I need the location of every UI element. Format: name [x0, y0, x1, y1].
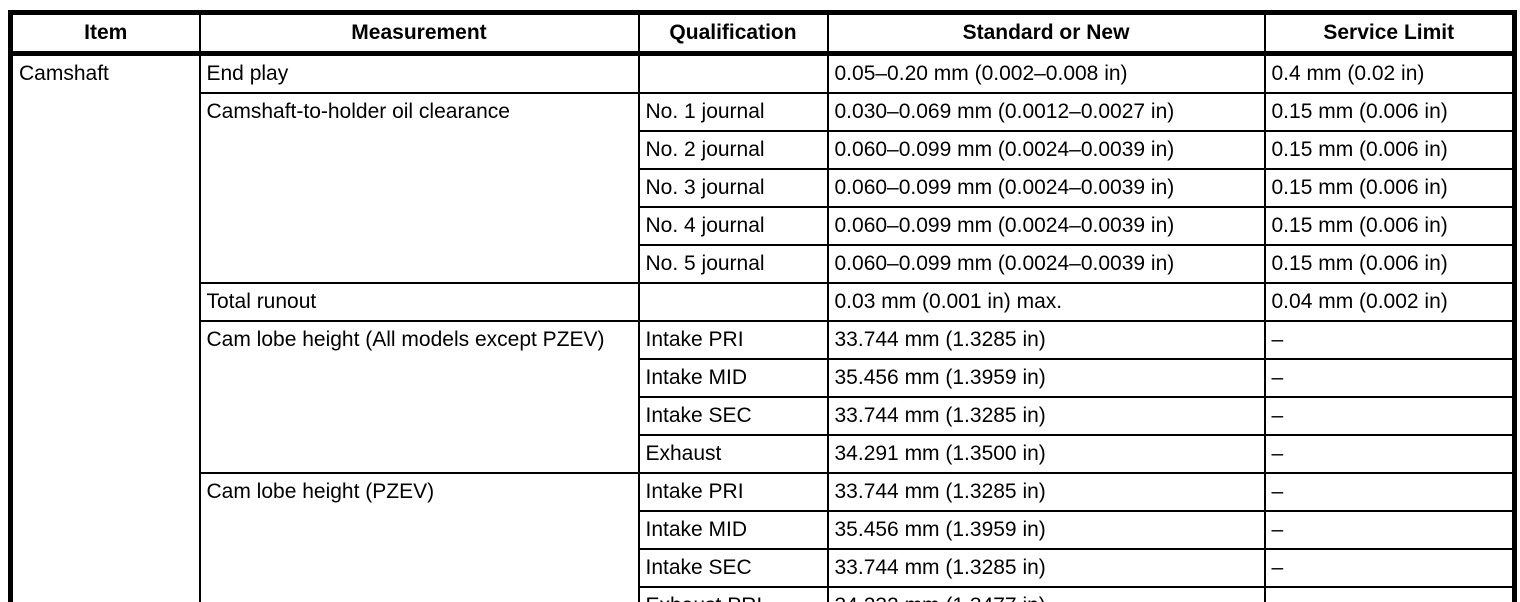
cell-item: Camshaft — [9, 52, 201, 602]
cell-service-limit: – — [1263, 510, 1516, 550]
table-row: No. 3 journal 0.060–0.099 mm (0.0024–0.0… — [11, 168, 1516, 208]
cell-measurement: Cam lobe height (All models except PZEV) — [198, 320, 640, 474]
cell-standard: 35.456 mm (1.3959 in) — [826, 358, 1266, 398]
column-header-measurement: Measurement — [198, 11, 640, 56]
camshaft-spec-table: Item Measurement Qualification Standard … — [8, 10, 1517, 602]
cell-qualification: Intake PRI — [637, 472, 829, 512]
cell-qualification — [637, 282, 829, 322]
cell-measurement: End play — [198, 52, 640, 94]
cell-standard: 0.060–0.099 mm (0.0024–0.0039 in) — [826, 168, 1266, 208]
cell-standard: 0.05–0.20 mm (0.002–0.008 in) — [826, 52, 1266, 94]
cell-service-limit: 0.04 mm (0.002 in) — [1263, 282, 1516, 322]
table-row: Intake MID 35.456 mm (1.3959 in) – — [11, 510, 1516, 550]
cell-standard: 0.060–0.099 mm (0.0024–0.0039 in) — [826, 130, 1266, 170]
cell-service-limit: – — [1263, 472, 1516, 512]
cell-qualification: Exhaust — [637, 434, 829, 474]
cell-service-limit: – — [1263, 396, 1516, 436]
cell-standard: 0.03 mm (0.001 in) max. — [826, 282, 1266, 322]
header-row: Item Measurement Qualification Standard … — [9, 11, 1516, 56]
table-row: Intake SEC 33.744 mm (1.3285 in) – — [11, 396, 1516, 436]
cell-qualification: Intake PRI — [637, 320, 829, 360]
cell-service-limit: 0.4 mm (0.02 in) — [1263, 52, 1516, 94]
cell-service-limit: 0.15 mm (0.006 in) — [1263, 168, 1516, 208]
cell-service-limit: – — [1263, 320, 1516, 360]
cell-qualification: No. 3 journal — [637, 168, 829, 208]
cell-service-limit: 0.15 mm (0.006 in) — [1263, 92, 1516, 132]
cell-qualification: Intake MID — [637, 358, 829, 398]
cell-service-limit: – — [1263, 358, 1516, 398]
cell-service-limit: 0.15 mm (0.006 in) — [1263, 206, 1516, 246]
column-header-service-limit: Service Limit — [1263, 11, 1516, 56]
cell-standard: 35.456 mm (1.3959 in) — [826, 510, 1266, 550]
cell-measurement: Cam lobe height (PZEV) — [198, 472, 640, 602]
cell-standard: 34.232 mm (1.3477 in) — [826, 586, 1266, 602]
cell-qualification: No. 5 journal — [637, 244, 829, 284]
cell-qualification: Exhaust PRI — [637, 586, 829, 602]
cell-standard: 33.744 mm (1.3285 in) — [826, 472, 1266, 512]
cell-measurement: Total runout — [198, 282, 640, 322]
cell-service-limit: – — [1263, 586, 1516, 602]
cell-standard: 33.744 mm (1.3285 in) — [826, 396, 1266, 436]
table-row: No. 2 journal 0.060–0.099 mm (0.0024–0.0… — [11, 130, 1516, 170]
cell-qualification: No. 2 journal — [637, 130, 829, 170]
cell-service-limit: 0.15 mm (0.006 in) — [1263, 244, 1516, 284]
cell-standard: 0.060–0.099 mm (0.0024–0.0039 in) — [826, 244, 1266, 284]
column-header-standard-or-new: Standard or New — [826, 11, 1266, 56]
cell-qualification: Intake SEC — [637, 548, 829, 588]
table-row: No. 5 journal 0.060–0.099 mm (0.0024–0.0… — [11, 244, 1516, 284]
table-row: Intake SEC 33.744 mm (1.3285 in) – — [11, 548, 1516, 588]
cell-qualification: No. 4 journal — [637, 206, 829, 246]
cell-measurement: Camshaft-to-holder oil clearance — [198, 92, 640, 284]
cell-qualification: Intake SEC — [637, 396, 829, 436]
table-row: Intake MID 35.456 mm (1.3959 in) – — [11, 358, 1516, 398]
column-header-qualification: Qualification — [637, 11, 829, 56]
cell-standard: 33.744 mm (1.3285 in) — [826, 548, 1266, 588]
table-row: Camshaft-to-holder oil clearance No. 1 j… — [11, 92, 1516, 284]
table-row: Total runout 0.03 mm (0.001 in) max. 0.0… — [11, 282, 1516, 322]
cell-qualification — [637, 52, 829, 94]
cell-standard: 33.744 mm (1.3285 in) — [826, 320, 1266, 360]
table-row: Camshaft End play 0.05–0.20 mm (0.002–0.… — [9, 52, 1516, 602]
cell-service-limit: 0.15 mm (0.006 in) — [1263, 130, 1516, 170]
table-row: Cam lobe height (PZEV) Intake PRI 33.744… — [11, 472, 1516, 602]
cell-standard: 0.060–0.099 mm (0.0024–0.0039 in) — [826, 206, 1266, 246]
cell-qualification: No. 1 journal — [637, 92, 829, 132]
table-row: Exhaust PRI 34.232 mm (1.3477 in) – — [11, 586, 1516, 602]
cell-service-limit: – — [1263, 434, 1516, 474]
cell-qualification: Intake MID — [637, 510, 829, 550]
table-row: Cam lobe height (All models except PZEV)… — [11, 320, 1516, 474]
cell-standard: 0.030–0.069 mm (0.0012–0.0027 in) — [826, 92, 1266, 132]
column-header-item: Item — [9, 11, 201, 56]
cell-service-limit: – — [1263, 548, 1516, 588]
cell-standard: 34.291 mm (1.3500 in) — [826, 434, 1266, 474]
table-row: No. 4 journal 0.060–0.099 mm (0.0024–0.0… — [11, 206, 1516, 246]
table-row: Exhaust 34.291 mm (1.3500 in) – — [11, 434, 1516, 474]
